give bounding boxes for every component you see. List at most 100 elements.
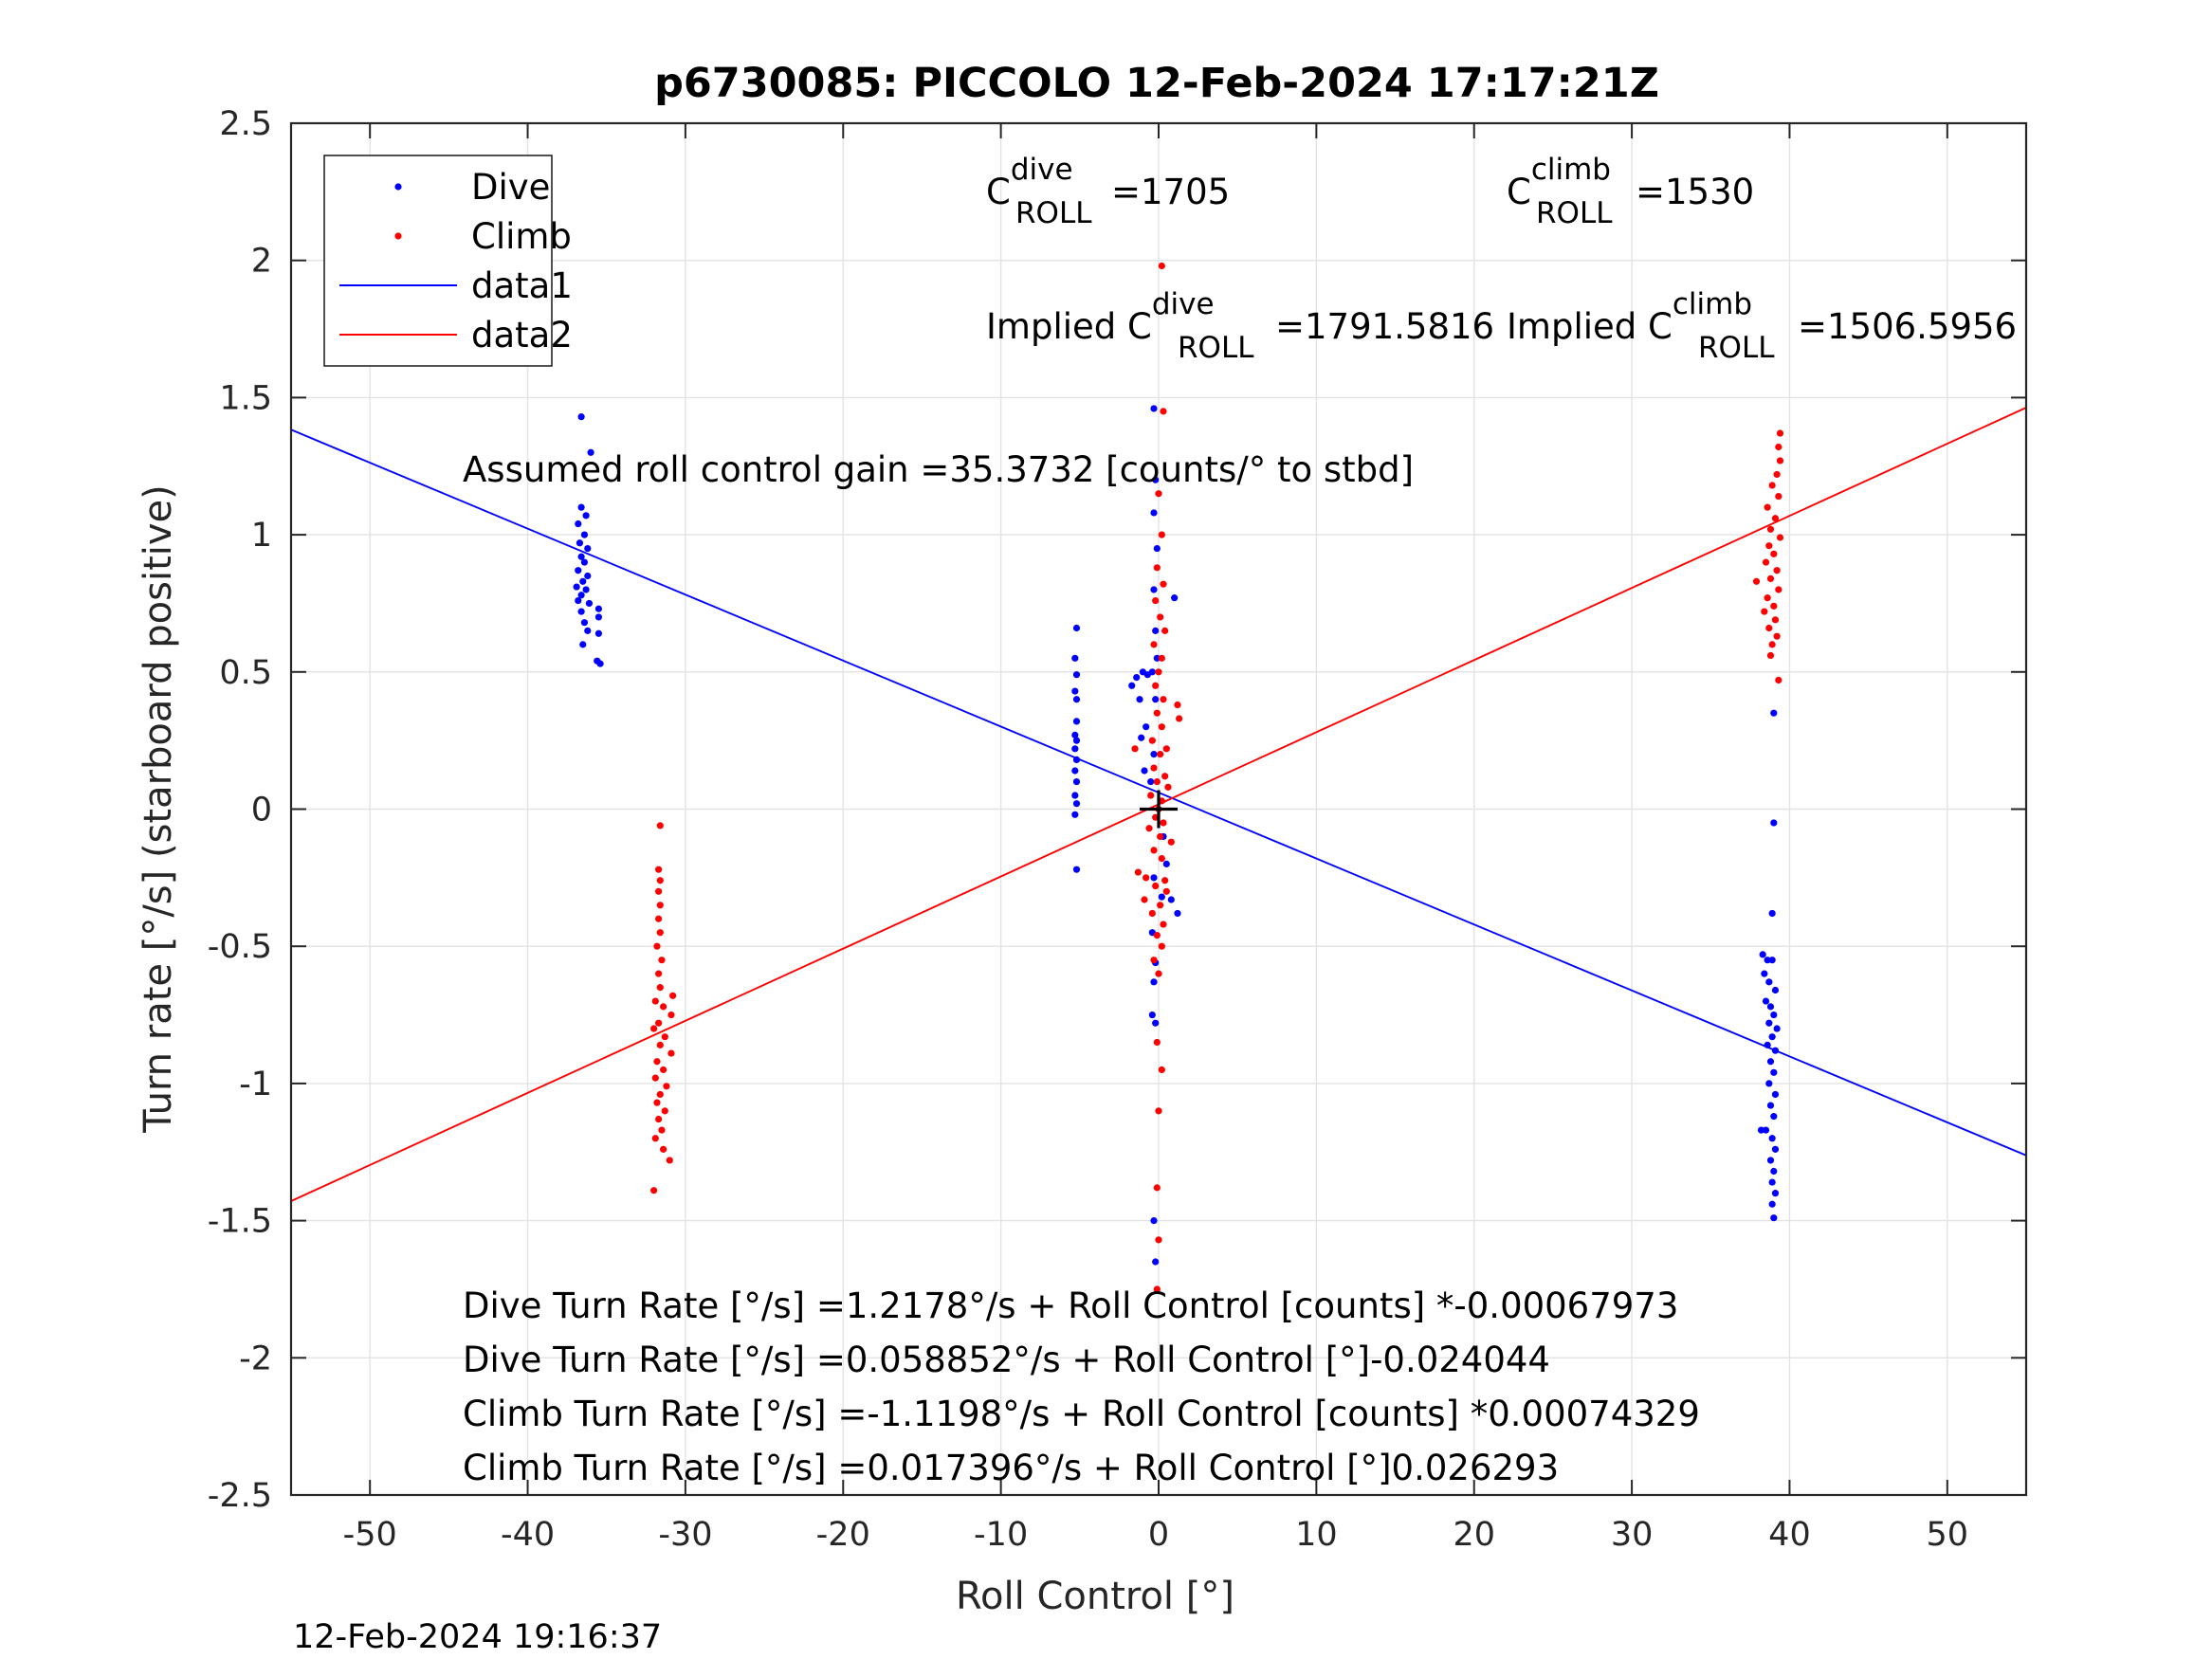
climb-data-point bbox=[1153, 709, 1161, 717]
climb-data-point bbox=[1155, 490, 1162, 498]
y-tick-label: 0 bbox=[251, 792, 272, 830]
dive-data-point bbox=[1147, 777, 1155, 786]
climb-data-point bbox=[1768, 482, 1776, 489]
dive-data-point bbox=[1770, 1214, 1778, 1222]
dive-data-point bbox=[575, 567, 582, 574]
dive-data-point bbox=[1071, 811, 1079, 818]
climb-data-point bbox=[653, 1099, 661, 1106]
dive-data-point bbox=[1148, 1011, 1156, 1019]
climb-data-point bbox=[1131, 745, 1139, 753]
dive-data-point bbox=[585, 599, 594, 608]
dive-data-point bbox=[1150, 405, 1158, 412]
dive-data-point bbox=[1071, 687, 1079, 695]
dive-data-point bbox=[1770, 709, 1778, 717]
x-tick-label: 10 bbox=[1295, 1516, 1338, 1554]
climb-data-point bbox=[1150, 847, 1158, 854]
x-tick-label: 50 bbox=[1927, 1516, 1969, 1554]
climb-data-point bbox=[1162, 745, 1170, 753]
dive-data-point bbox=[1771, 1047, 1780, 1054]
dive-fit-counts-annotation: Dive Turn Rate [°/s] =1.2178°/s + Roll C… bbox=[463, 1285, 1678, 1326]
climb-data-point bbox=[663, 1083, 670, 1090]
legend-data1-label: data1 bbox=[471, 265, 573, 306]
legend: Dive Climb data1 data2 bbox=[323, 155, 573, 367]
y-tick-label: 1.5 bbox=[219, 379, 272, 417]
climb-data-point bbox=[1158, 262, 1165, 270]
plot-frame bbox=[289, 121, 2028, 1497]
climb-data-point bbox=[655, 887, 663, 895]
climb-data-point bbox=[1155, 1236, 1162, 1244]
y-tick-label: -2 bbox=[239, 1340, 272, 1377]
climb-data-point bbox=[1153, 777, 1161, 786]
climb-data-point bbox=[1147, 792, 1155, 799]
climb-data-point bbox=[1766, 651, 1775, 660]
dive-data-point bbox=[1770, 1167, 1778, 1176]
climb-data-point bbox=[1766, 525, 1775, 533]
dive-data-point bbox=[1764, 957, 1771, 964]
climb-data-point bbox=[1773, 470, 1781, 479]
climb-data-point bbox=[1153, 1184, 1161, 1192]
dive-data-point bbox=[1765, 1080, 1773, 1087]
y-tick-label: 1 bbox=[251, 517, 272, 555]
dive-data-point bbox=[1771, 1145, 1780, 1153]
climb-data-point bbox=[1158, 654, 1165, 662]
dive-data-point bbox=[1171, 594, 1179, 602]
dive-data-point bbox=[1138, 734, 1145, 741]
climb-data-point bbox=[1167, 838, 1175, 846]
y-tick-label: -1 bbox=[239, 1066, 272, 1103]
dive-data-point bbox=[1141, 767, 1148, 775]
climb-data-point bbox=[1161, 773, 1169, 780]
climb-data-point bbox=[651, 1074, 659, 1082]
dive-data-point bbox=[1766, 1102, 1775, 1109]
dive-data-point bbox=[1153, 544, 1161, 553]
dive-data-point bbox=[1770, 1068, 1778, 1076]
dive-data-point bbox=[1071, 767, 1079, 775]
climb-data-point bbox=[1765, 624, 1773, 632]
dive-data-point bbox=[577, 592, 585, 599]
dive-data-point bbox=[577, 503, 585, 511]
dive-data-point bbox=[1072, 777, 1081, 786]
climb-data-point bbox=[656, 984, 664, 992]
y-tick-label: -2.5 bbox=[208, 1477, 272, 1515]
climb-data-point bbox=[1764, 594, 1771, 602]
dive-data-point bbox=[1768, 909, 1776, 918]
dive-data-point bbox=[1762, 1126, 1770, 1134]
dive-data-point bbox=[579, 641, 587, 648]
dive-data-point bbox=[584, 544, 592, 553]
climb-data-point bbox=[1148, 737, 1156, 744]
dive-data-point bbox=[580, 531, 589, 538]
climb-data-point bbox=[653, 942, 661, 950]
dive-data-point bbox=[1759, 951, 1766, 958]
climb-data-point bbox=[1153, 564, 1161, 572]
dive-data-point bbox=[1152, 696, 1160, 703]
x-tick-label: 30 bbox=[1611, 1516, 1654, 1554]
climb-data-point bbox=[661, 1033, 668, 1041]
climb-data-point bbox=[651, 997, 659, 1005]
legend-dive-label: Dive bbox=[471, 167, 550, 208]
dive-data-point bbox=[1150, 586, 1158, 593]
dive-data-point bbox=[1768, 1135, 1776, 1142]
climb-data-point bbox=[1160, 408, 1167, 415]
dive-data-point bbox=[580, 558, 589, 566]
climb-data-point bbox=[1143, 874, 1150, 882]
dive-data-point bbox=[1174, 909, 1181, 918]
dive-data-point bbox=[1765, 978, 1773, 986]
climb-data-point bbox=[1145, 825, 1153, 832]
dive-data-point bbox=[1768, 957, 1776, 964]
climb-data-point bbox=[1770, 550, 1778, 557]
y-tick-label: -1.5 bbox=[208, 1203, 272, 1241]
dive-data-point bbox=[1768, 1033, 1776, 1041]
x-tick-label: 20 bbox=[1453, 1516, 1495, 1554]
climb-data-point bbox=[656, 1041, 664, 1048]
dive-data-point bbox=[1148, 668, 1156, 676]
dive-data-point bbox=[1770, 1113, 1778, 1121]
y-tick-label: 0.5 bbox=[219, 654, 272, 692]
climb-data-point bbox=[1160, 696, 1167, 703]
dive-data-point bbox=[594, 605, 603, 612]
dive-data-point bbox=[1768, 1200, 1776, 1208]
dive-data-point bbox=[1072, 800, 1081, 808]
dive-data-point bbox=[1152, 476, 1160, 483]
y-tick-label: 2 bbox=[251, 243, 272, 281]
dive-data-point bbox=[575, 596, 582, 605]
dive-data-point bbox=[1133, 673, 1141, 682]
